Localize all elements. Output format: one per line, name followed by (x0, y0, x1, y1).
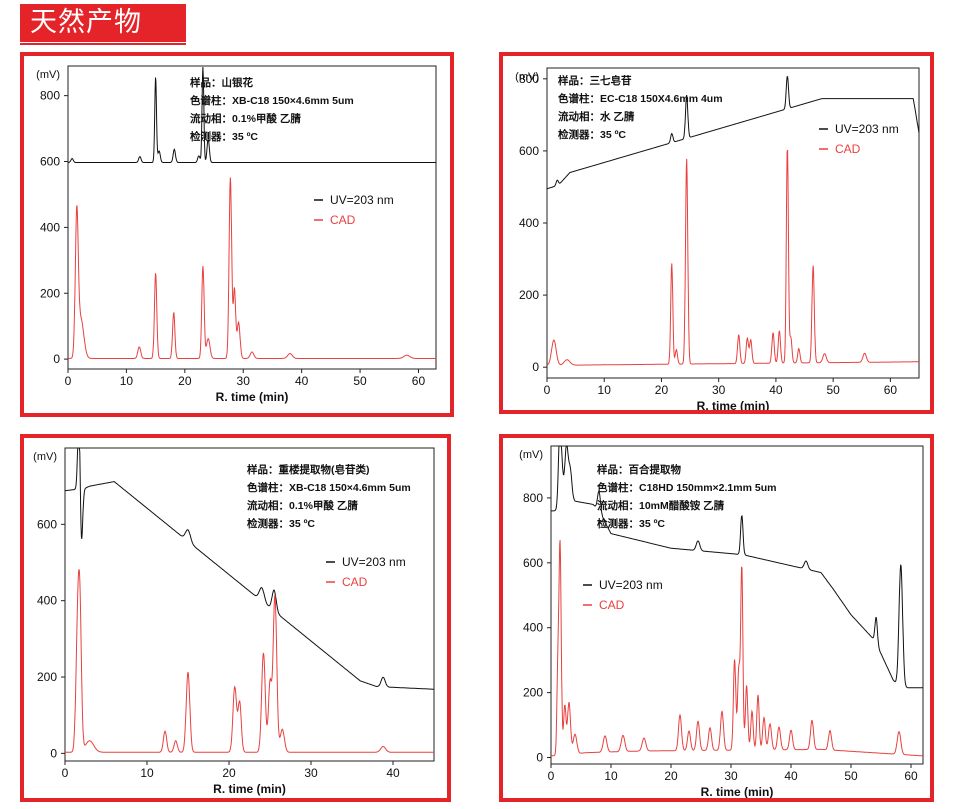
legend-label: UV=203 nm (342, 555, 406, 569)
legend-label: UV=203 nm (599, 578, 663, 592)
x-tick-label: 30 (237, 374, 251, 388)
x-axis-label: R. time (min) (701, 785, 774, 798)
method-info-line: 检测器：35 ºC (190, 130, 258, 143)
x-axis-label: R. time (min) (697, 399, 770, 410)
x-tick-label: 40 (295, 374, 309, 388)
method-info-line: 检测器：35 ºC (247, 517, 315, 530)
y-tick-label: 400 (523, 621, 543, 635)
legend-label: CAD (330, 213, 356, 227)
method-info-line: 流动相：10mM醋酸铵 乙腈 (597, 499, 725, 512)
y-tick-label: 0 (532, 360, 539, 374)
method-info-line: 样品：重楼提取物(皂苷类) (247, 463, 370, 476)
title-underline (20, 43, 186, 45)
x-tick-label: 40 (386, 766, 400, 780)
method-info-line: 色谱柱：XB-C18 150×4.6mm 5um (247, 481, 411, 494)
y-tick-label: 200 (40, 286, 60, 300)
method-info-line: 流动相：水 乙腈 (558, 110, 635, 123)
x-tick-label: 50 (826, 383, 840, 397)
legend-label: UV=203 nm (835, 122, 899, 136)
x-tick-label: 0 (544, 383, 551, 397)
method-info-line: 样品：三七皂苷 (558, 74, 632, 87)
plot-frame (64, 447, 435, 762)
trace-cad (68, 177, 436, 359)
x-axis-label: R. time (min) (216, 390, 289, 404)
x-tick-label: 40 (784, 769, 798, 783)
trace-uv (64, 447, 434, 690)
y-tick-label: 0 (536, 751, 543, 765)
x-tick-label: 30 (304, 766, 318, 780)
y-tick-label: 200 (519, 288, 539, 302)
plot-frame (550, 445, 924, 765)
x-tick-label: 10 (598, 383, 612, 397)
method-info-line: 色谱柱：C18HD 150mm×2.1mm 5um (597, 481, 776, 494)
chromatogram-panel-lily: 0 10 20 30 40 50 60 0 200 400 600 800 (mV) R. time (m… (499, 434, 934, 802)
x-tick-label: 0 (65, 374, 72, 388)
y-tick-label: 600 (523, 556, 543, 570)
method-info-line: 样品：山银花 (190, 76, 253, 89)
x-tick-label: 50 (844, 769, 858, 783)
y-tick-label: 600 (519, 144, 539, 158)
x-tick-label: 20 (178, 374, 192, 388)
plot-frame (67, 65, 437, 370)
x-tick-label: 60 (412, 374, 426, 388)
trace-cad (546, 149, 919, 366)
y-tick-label: 600 (37, 517, 57, 531)
legend-label: CAD (342, 575, 368, 589)
trace-cad (65, 569, 434, 753)
x-tick-label: 50 (353, 374, 367, 388)
y-tick-label: 800 (523, 491, 543, 505)
x-tick-label: 60 (904, 769, 918, 783)
y-tick-label: 0 (50, 746, 57, 760)
x-tick-label: 20 (664, 769, 678, 783)
x-tick-label: 10 (604, 769, 618, 783)
trace-uv (551, 445, 923, 689)
y-axis-label: (mV) (36, 69, 60, 81)
y-axis-label: (mV) (515, 71, 539, 83)
chromatogram-panel-paris: 0 10 20 30 40 0 200 400 600 (mV) R. time (min) UV=2… (20, 434, 451, 802)
trace-uv (68, 66, 436, 163)
y-tick-label: 400 (40, 220, 60, 234)
y-tick-label: 200 (37, 670, 57, 684)
x-tick-label: 40 (769, 383, 783, 397)
x-tick-label: 0 (548, 769, 555, 783)
chromatogram-panel-honeysuckle: 0 10 20 30 40 50 60 0 200 400 600 800 (mV) R. time (m… (20, 52, 454, 417)
x-tick-label: 10 (120, 374, 134, 388)
chromatogram-panel-notoginseng: 0 10 20 30 40 50 60 0 200 400 600 800 (mV) R. time (m… (499, 52, 934, 414)
x-tick-label: 10 (140, 766, 154, 780)
y-axis-label: (mV) (519, 449, 543, 461)
section-title: 天然产物 (20, 4, 186, 42)
trace-uv (546, 75, 920, 190)
legend-label: CAD (599, 598, 625, 612)
method-info-line: 流动相：0.1%甲酸 乙腈 (247, 499, 358, 512)
y-tick-label: 800 (40, 89, 60, 103)
x-tick-label: 20 (655, 383, 669, 397)
legend-label: CAD (835, 142, 861, 156)
y-tick-label: 400 (519, 216, 539, 230)
x-tick-label: 30 (724, 769, 738, 783)
y-tick-label: 800 (519, 72, 539, 86)
y-tick-label: 600 (40, 155, 60, 169)
x-tick-label: 60 (884, 383, 898, 397)
method-info-line: 色谱柱：EC-C18 150X4.6mm 4um (558, 92, 723, 105)
method-info-line: 色谱柱：XB-C18 150×4.6mm 5um (190, 94, 354, 107)
x-axis-label: R. time (min) (213, 782, 286, 796)
y-tick-label: 200 (523, 686, 543, 700)
method-info-line: 流动相：0.1%甲酸 乙腈 (190, 112, 301, 125)
method-info-line: 检测器：35 ºC (597, 517, 665, 530)
method-info-line: 检测器：35 ºC (558, 128, 626, 141)
y-tick-label: 400 (37, 594, 57, 608)
legend-label: UV=203 nm (330, 193, 394, 207)
x-tick-label: 30 (712, 383, 726, 397)
method-info-line: 样品：百合提取物 (597, 463, 681, 476)
y-axis-label: (mV) (33, 451, 57, 463)
y-tick-label: 0 (53, 352, 60, 366)
trace-cad (551, 540, 923, 757)
x-tick-label: 0 (62, 766, 69, 780)
x-tick-label: 20 (222, 766, 236, 780)
